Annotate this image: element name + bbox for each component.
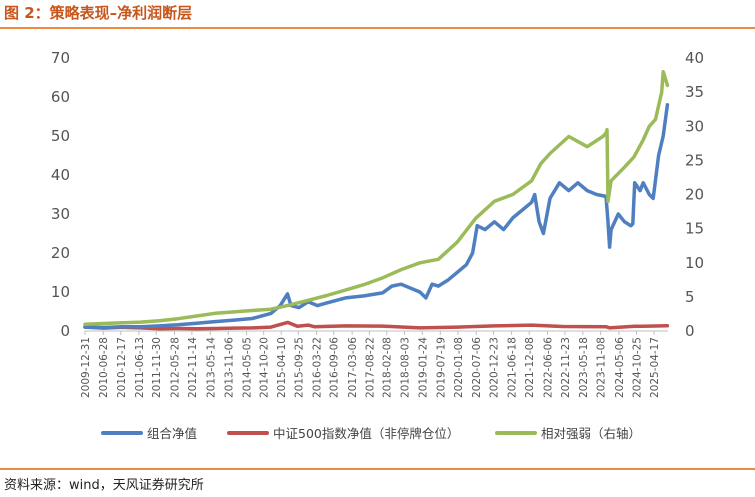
x-tick-label: 2020-07-06: [471, 337, 483, 398]
x-tick-label: 2019-07-19: [435, 337, 447, 398]
x-tick-label: 2022-11-23: [560, 337, 572, 398]
legend-label: 相对强弱（右轴）: [541, 426, 641, 441]
x-tick-label: 2013-05-14: [205, 337, 217, 398]
x-tick-label: 2021-12-08: [524, 337, 536, 398]
left-y-axis: 0 10 20 30 40 50 60 70: [51, 49, 70, 340]
series-line-2: [83, 320, 670, 331]
left-y-tick-label: 40: [51, 166, 70, 184]
x-tick-label: 2012-05-28: [170, 337, 182, 398]
x-tick-label: 2014-10-20: [259, 337, 271, 398]
x-tick-label: 2015-04-10: [276, 337, 288, 398]
left-y-tick-label: 50: [51, 127, 70, 145]
x-tick-label: 2016-03-22: [312, 337, 324, 398]
x-tick-label: 2015-09-25: [293, 337, 305, 398]
x-tick-label: 2019-01-24: [417, 337, 429, 398]
x-tick-label: 2011-06-13: [134, 337, 146, 398]
x-tick-label: 2024-05-06: [614, 337, 626, 398]
right-y-tick-label: 0: [685, 322, 695, 340]
x-tick-label: 2011-11-30: [151, 337, 163, 398]
x-tick-label: 2024-10-25: [631, 337, 643, 398]
x-tick-label: 2023-11-08: [596, 337, 608, 398]
x-tick-label: 2020-12-23: [489, 337, 501, 398]
left-y-tick-label: 60: [51, 88, 70, 106]
x-tick-label: 2012-11-14: [187, 337, 199, 398]
right-y-axis: 0 5 10 15 20 25 30 35 40: [685, 49, 704, 340]
figure-title: 图 2：策略表现–净利润断层: [4, 4, 193, 22]
x-axis: 2009-12-31 2010-06-28 2010-12-17 2011-06-13…: [80, 330, 668, 398]
x-tick-label: 2022-06-06: [543, 337, 555, 398]
line-chart: 0 10 20 30 40 50 60 70 0 5 10 15 20 25 30 35 40 2009-12…: [51, 49, 704, 441]
legend: 组合净值 中证500指数净值（非停牌仓位） 相对强弱（右轴）: [101, 426, 641, 441]
left-y-tick-label: 0: [60, 322, 70, 340]
right-y-tick-label: 10: [685, 254, 704, 272]
left-y-tick-label: 20: [51, 244, 70, 262]
right-y-tick-label: 35: [685, 83, 704, 101]
x-tick-label: 2018-08-03: [400, 337, 412, 398]
right-y-tick-label: 15: [685, 220, 704, 238]
source-note: 资料来源：wind，天风证券研究所: [4, 478, 204, 493]
right-y-tick-label: 30: [685, 117, 704, 135]
x-tick-label: 2017-03-06: [347, 337, 359, 398]
right-y-tick-label: 25: [685, 151, 704, 169]
right-y-tick-label: 40: [685, 49, 704, 67]
series-line-1: [83, 103, 670, 330]
x-tick-label: 2013-11-06: [223, 337, 235, 398]
x-tick-label: 2023-05-18: [578, 337, 590, 398]
x-tick-label: 2018-02-08: [382, 337, 394, 398]
x-tick-label: 2021-06-18: [507, 337, 519, 398]
right-y-tick-label: 20: [685, 186, 704, 204]
x-tick-label: 2020-01-08: [453, 337, 465, 398]
right-y-tick-label: 5: [685, 288, 695, 306]
legend-label: 组合净值: [147, 426, 197, 441]
source-rule: [0, 468, 755, 470]
left-y-tick-label: 10: [51, 283, 70, 301]
x-tick-label: 2016-09-06: [329, 337, 341, 398]
x-tick-label: 2010-12-17: [116, 337, 128, 398]
x-tick-label: 2010-06-28: [98, 337, 110, 398]
x-tick-label: 2009-12-31: [80, 337, 92, 398]
x-tick-label: 2025-04-17: [649, 337, 661, 398]
series-layer: [83, 69, 670, 331]
legend-label: 中证500指数净值（非停牌仓位）: [273, 426, 459, 441]
title-rule: [0, 27, 755, 29]
left-y-tick-label: 30: [51, 205, 70, 223]
left-y-tick-label: 70: [51, 49, 70, 67]
series-line-3: [83, 69, 670, 326]
x-tick-label: 2014-05-05: [242, 337, 254, 398]
x-tick-label: 2017-08-22: [364, 337, 376, 398]
